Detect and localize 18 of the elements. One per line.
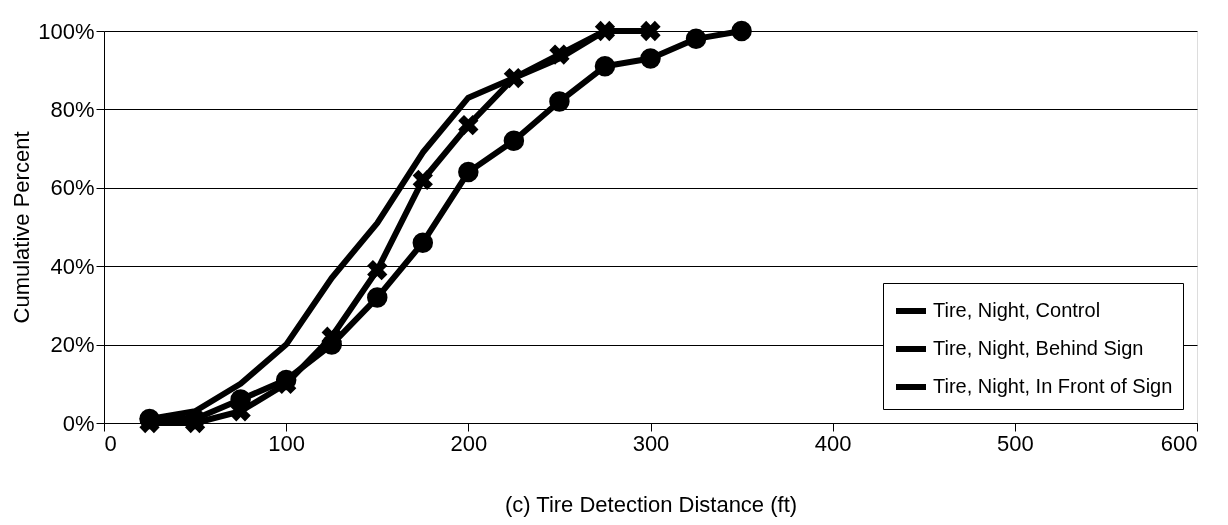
y-tick-label: 20% <box>50 332 95 358</box>
legend-label: Tire, Night, In Front of Sign <box>933 375 1173 397</box>
x-tick-label: 200 <box>450 430 488 456</box>
y-tick-label: 60% <box>50 175 95 201</box>
x-tick-label: 300 <box>632 430 670 456</box>
y-tick-label: 80% <box>50 96 95 122</box>
x-tick-label: 500 <box>996 430 1034 456</box>
x-tick-label: 100 <box>268 430 306 456</box>
x-tick-label: 0 <box>104 430 117 456</box>
x-tick-label: 400 <box>814 430 852 456</box>
x-tick-label: 600 <box>1160 430 1198 456</box>
y-tick-label: 0% <box>62 410 95 436</box>
y-tick-label: 100% <box>38 18 95 44</box>
x-axis-title: (c) Tire Detection Distance (ft) <box>504 491 798 517</box>
y-tick-label: 40% <box>50 253 95 279</box>
legend-label: Tire, Night, Control <box>933 299 1101 321</box>
legend-label: Tire, Night, Behind Sign <box>933 337 1144 359</box>
y-axis-title: Cumulative Percent <box>9 131 35 324</box>
